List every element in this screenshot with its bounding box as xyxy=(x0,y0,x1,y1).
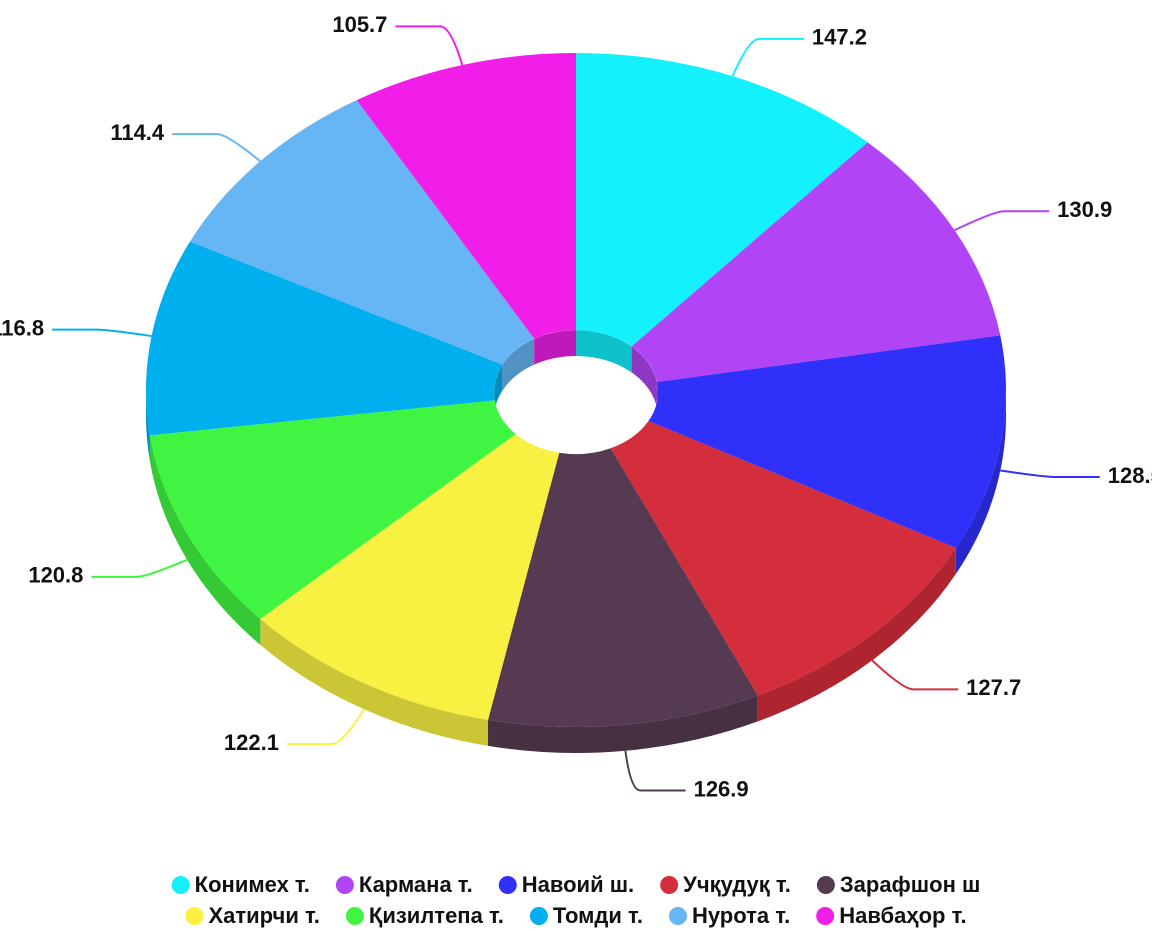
legend-label: Зарафшон ш xyxy=(840,872,980,897)
legend-item: Навоий ш. xyxy=(498,872,634,897)
leader-line xyxy=(91,558,188,578)
slice-side xyxy=(260,618,489,746)
slice xyxy=(356,53,576,339)
legend-item: Томди т. xyxy=(529,903,643,928)
legend-label: Кармана т. xyxy=(359,872,473,897)
leader-line xyxy=(871,659,959,691)
legend-item: Конимех т. xyxy=(171,872,310,897)
data-label: 126.9 xyxy=(694,776,749,801)
slice xyxy=(146,241,503,436)
legend-marker xyxy=(185,907,204,925)
slice xyxy=(631,142,1001,382)
slices xyxy=(146,53,1006,727)
slice xyxy=(610,421,956,696)
legend-marker xyxy=(816,907,835,925)
slice xyxy=(488,448,758,727)
legend-item: Қизилтепа т. xyxy=(345,903,504,928)
legend-label: Қизилтепа т. xyxy=(369,903,504,928)
slice-side xyxy=(149,435,261,645)
slice xyxy=(576,53,868,347)
legend-label: Хатирчи т. xyxy=(208,903,319,928)
data-label: 130.9 xyxy=(1057,197,1112,222)
legend-item: Учқудуқ т. xyxy=(660,872,791,897)
data-label: 120.8 xyxy=(28,563,83,588)
inner-walls xyxy=(494,330,658,418)
side-walls xyxy=(146,390,1006,753)
data-label: 114.4 xyxy=(110,120,165,145)
legend: Конимех т. Кармана т. Навоий ш. Учқудуқ т. З… xyxy=(171,872,980,928)
legend-item: Нурота т. xyxy=(668,903,790,928)
slice-side xyxy=(757,547,956,722)
leader-line xyxy=(731,37,804,77)
legend-item: Кармана т. xyxy=(335,872,473,897)
slice-side xyxy=(488,695,758,753)
data-label: 116.8 xyxy=(0,315,44,340)
leader-line xyxy=(286,708,365,746)
legend-marker xyxy=(668,907,687,925)
data-label: 127.7 xyxy=(966,675,1021,700)
legend-marker xyxy=(345,907,364,925)
data-label: 128.5 xyxy=(1108,463,1152,488)
slice-side xyxy=(146,390,150,462)
legend-label: Навбаҳор т. xyxy=(839,903,966,928)
slice-inner xyxy=(534,330,576,365)
slice-side xyxy=(955,390,1006,574)
legend-label: Томди т. xyxy=(553,903,643,928)
legend-item: Хатирчи т. xyxy=(185,903,320,928)
leader-line xyxy=(172,133,261,163)
slice-inner xyxy=(502,338,535,391)
leader-line xyxy=(52,328,152,338)
legend-marker xyxy=(171,876,190,894)
legend-marker xyxy=(498,876,517,894)
slice-inner xyxy=(576,330,632,373)
legend-item: Зарафшон ш xyxy=(816,872,980,897)
leader-line xyxy=(624,750,686,792)
legend-marker xyxy=(335,876,354,894)
legend-marker xyxy=(529,907,548,925)
data-label: 147.2 xyxy=(812,25,867,50)
legend-marker xyxy=(660,876,679,894)
legend-item: Навбаҳор т. xyxy=(816,903,967,928)
slice xyxy=(648,335,1006,548)
leader-line xyxy=(954,210,1050,232)
legend-label: Нурота т. xyxy=(692,903,790,928)
slice xyxy=(190,100,535,365)
legend-label: Навоий ш. xyxy=(522,872,634,897)
legend-marker xyxy=(816,876,835,894)
leader-line xyxy=(1000,469,1100,479)
slice-inner xyxy=(494,364,503,418)
slice xyxy=(149,400,516,619)
data-label: 105.7 xyxy=(332,12,387,37)
slice xyxy=(260,434,560,720)
legend-label: Конимех т. xyxy=(195,872,310,897)
data-label: 122.1 xyxy=(224,730,279,755)
leader-line xyxy=(395,25,464,66)
labels: 147.2 130.9 128.5 127.7 126.9 122.1 120.8 116.8… xyxy=(0,12,1152,801)
slice-inner xyxy=(631,346,657,408)
legend-label: Учқудуқ т. xyxy=(683,872,791,897)
